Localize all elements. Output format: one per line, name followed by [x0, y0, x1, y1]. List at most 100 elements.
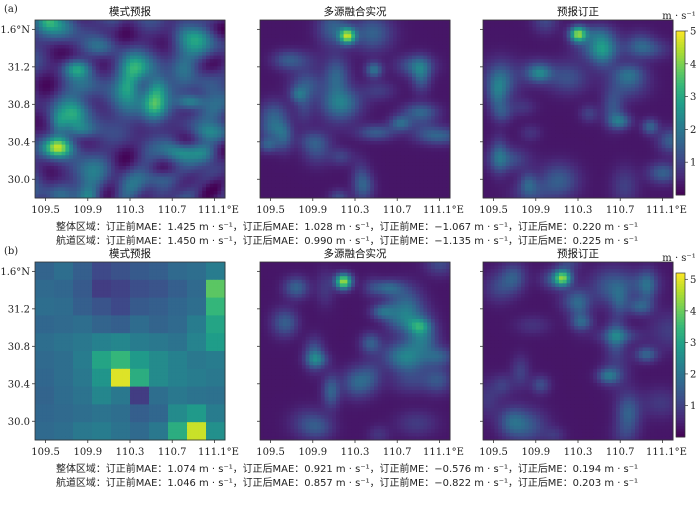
heatmap-cell: [76, 87, 82, 92]
heatmap-cell: [73, 34, 78, 39]
heatmap-cell: [389, 55, 394, 60]
heatmap-cell: [412, 101, 417, 106]
heatmap-cell: [54, 52, 59, 57]
heatmap-cell: [130, 62, 135, 67]
heatmap-cell: [209, 112, 215, 117]
heatmap-cell: [103, 126, 108, 131]
heatmap-cell: [61, 187, 66, 192]
heatmap-cell: [137, 180, 142, 185]
heatmap-cell: [179, 126, 184, 131]
heatmap-cell: [99, 183, 104, 188]
heatmap-cell: [385, 180, 390, 185]
heatmap-cell: [427, 52, 432, 57]
heatmap-cell: [50, 162, 55, 167]
heatmap-cell: [156, 162, 161, 167]
heatmap-cell: [152, 109, 158, 114]
heatmap-cell: [42, 87, 47, 92]
heatmap-cell: [152, 30, 158, 35]
heatmap-cell: [294, 141, 299, 146]
heatmap-cell: [145, 133, 150, 138]
heatmap-cell: [183, 190, 188, 195]
heatmap-cell: [137, 169, 142, 174]
heatmap-cell: [194, 148, 199, 153]
heatmap-cell: [419, 20, 424, 25]
heatmap-cell: [76, 20, 82, 25]
heatmap-cell: [290, 34, 295, 39]
heatmap-cell: [126, 176, 131, 181]
heatmap-cell: [370, 183, 375, 188]
heatmap-cell: [362, 76, 367, 82]
heatmap-cell: [88, 169, 93, 174]
heatmap-cell: [385, 59, 390, 64]
heatmap-cell: [358, 69, 364, 74]
heatmap-cell: [442, 162, 447, 167]
heatmap-cell: [213, 84, 218, 89]
heatmap-cell: [152, 34, 158, 39]
heatmap-cell: [282, 55, 288, 60]
heatmap-cell: [366, 41, 371, 46]
heatmap-cell: [332, 190, 337, 195]
heatmap-cell: [282, 80, 288, 85]
heatmap-cell: [305, 148, 310, 153]
heatmap-cell: [320, 20, 326, 25]
heatmap-cell: [130, 109, 135, 114]
heatmap-cell: [164, 190, 169, 195]
heatmap-cell: [362, 87, 367, 92]
heatmap-cell: [282, 48, 288, 53]
heatmap-cell: [164, 59, 169, 64]
heatmap-cell: [209, 48, 215, 53]
heatmap-cell: [202, 165, 207, 171]
heatmap-cell: [400, 116, 405, 121]
heatmap-cell: [202, 80, 207, 85]
heatmap-cell: [279, 94, 284, 99]
heatmap-cell: [374, 112, 379, 117]
heatmap-cell: [393, 48, 398, 53]
heatmap-cell: [366, 137, 371, 142]
heatmap-cell: [99, 190, 104, 195]
heatmap-cell: [103, 30, 108, 35]
heatmap-cell: [423, 98, 428, 103]
heatmap-cell: [221, 151, 226, 156]
heatmap-cell: [320, 52, 326, 57]
heatmap-cell: [50, 130, 55, 135]
heatmap-cell: [286, 126, 291, 131]
heatmap-cell: [339, 41, 345, 46]
heatmap-cell: [298, 165, 303, 171]
heatmap-cell: [332, 126, 337, 131]
heatmap-cell: [84, 133, 89, 138]
heatmap-cell: [271, 162, 276, 167]
heatmap-cell: [194, 187, 199, 192]
heatmap-cell: [431, 87, 436, 92]
heatmap-cell: [76, 173, 82, 178]
heatmap-cell: [69, 162, 74, 167]
heatmap-cell: [92, 62, 97, 67]
heatmap-cell: [160, 126, 165, 131]
heatmap-cell: [57, 130, 63, 135]
heatmap-cell: [427, 37, 432, 42]
heatmap-cell: [202, 52, 207, 57]
heatmap-cell: [290, 44, 295, 49]
heatmap-cell: [374, 151, 379, 156]
heatmap-cell: [298, 162, 303, 167]
heatmap-cell: [213, 151, 218, 156]
heatmap-cell: [374, 180, 379, 185]
heatmap-cell: [351, 30, 356, 35]
heatmap-cell: [412, 180, 417, 185]
y-tick-label: 30.8: [8, 100, 30, 111]
heatmap-cell: [38, 151, 44, 156]
heatmap-cell: [260, 41, 265, 46]
heatmap-cell: [65, 55, 70, 60]
heatmap-cell: [114, 87, 120, 92]
heatmap-cell: [271, 119, 276, 124]
heatmap-cell: [328, 41, 333, 46]
heatmap-cell: [95, 105, 101, 110]
heatmap-cell: [442, 34, 447, 39]
heatmap-cell: [396, 44, 402, 49]
heatmap-cell: [187, 55, 192, 60]
heatmap-cell: [320, 173, 326, 178]
heatmap-cell: [419, 137, 424, 142]
heatmap-cell: [84, 183, 89, 188]
heatmap-cell: [73, 148, 78, 153]
heatmap-cell: [446, 162, 451, 167]
heatmap-cell: [282, 148, 288, 153]
